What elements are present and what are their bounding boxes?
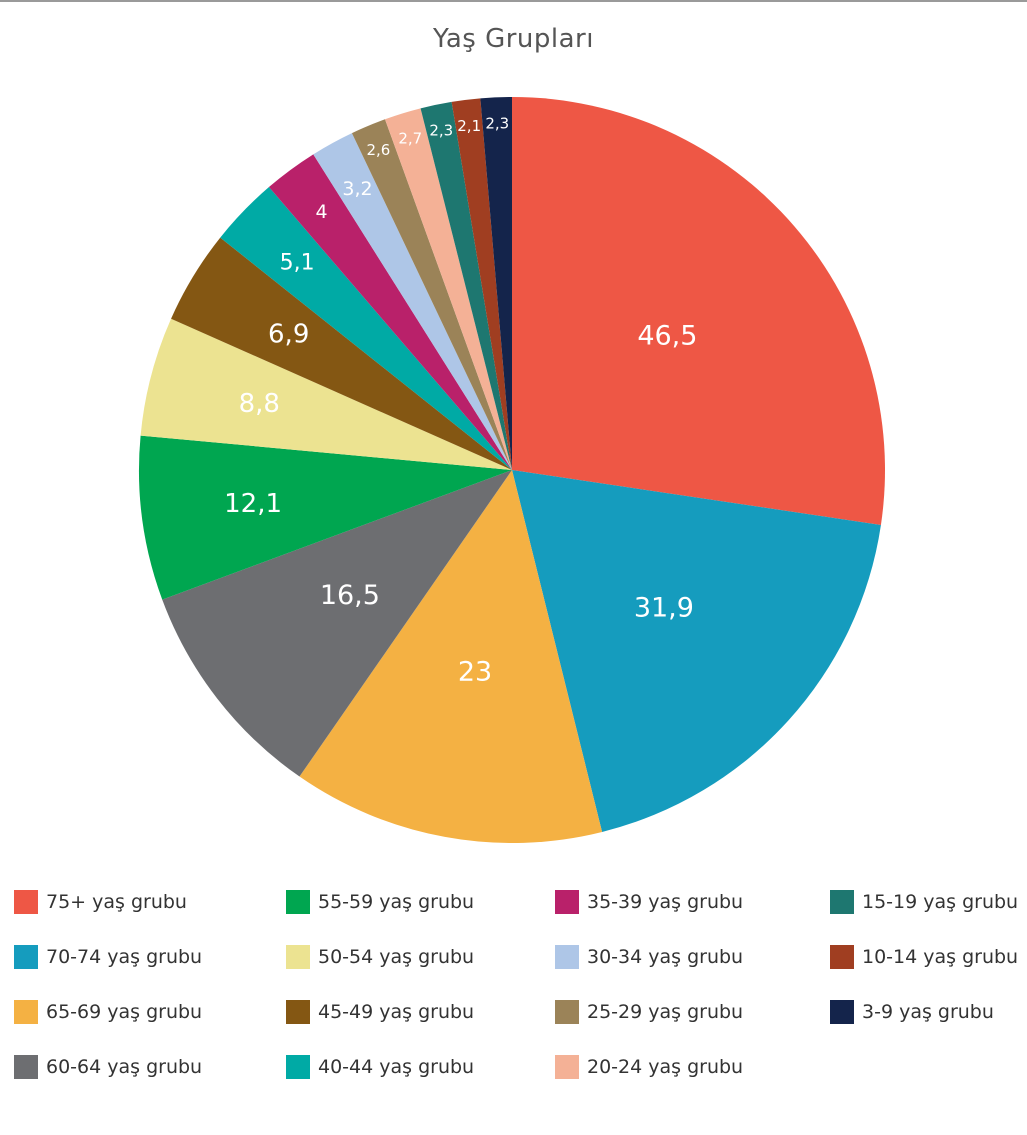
legend-item: 15-19 yaş grubu [830,888,1018,916]
legend-item: 35-39 yaş grubu [555,888,743,916]
legend-item: 10-14 yaş grubu [830,943,1018,971]
legend-item: 60-64 yaş grubu [14,1053,202,1081]
pie-slice-10 [351,119,512,470]
legend-swatch [286,890,310,914]
legend-item: 75+ yaş grubu [14,888,187,916]
pie-slice-11 [385,108,512,470]
pie-chart: 46,5 31,9 23 16,5 12,1 8,8 6,9 5,1 4 3,2 2,6 2,7 2,3… [138,97,885,844]
legend-label: 60-64 yaş grubu [46,1056,203,1078]
pie-slice-3 [162,470,513,777]
slice-value-label-6: 6,9 [268,320,309,350]
legend-swatch [830,1000,854,1024]
slice-value-label-13: 2,1 [457,117,481,135]
slice-value-label-11: 2,7 [398,129,422,147]
legend-item: 70-74 yaş grubu [14,943,202,971]
legend-label: 75+ yaş grubu [46,891,187,913]
legend-label: 25-29 yaş grubu [587,1001,744,1023]
pie-slice-8 [268,154,512,470]
slice-value-label-0: 46,5 [637,321,697,352]
legend-swatch [555,945,579,969]
legend-label: 20-24 yaş grubu [587,1056,744,1078]
pie-slice-12 [420,101,512,471]
slice-value-label-4: 12,1 [224,489,282,519]
legend-item: 40-44 yaş grubu [286,1053,474,1081]
legend-swatch [830,945,854,969]
legend-item: 30-34 yaş grubu [555,943,743,971]
slice-value-label-2: 23 [458,656,492,687]
slice-value-label-8: 4 [315,201,327,223]
slice-value-label-7: 5,1 [280,250,315,275]
legend-label: 50-54 yaş grubu [318,946,475,968]
slice-value-label-9: 3,2 [342,178,372,200]
legend-item: 55-59 yaş grubu [286,888,474,916]
pie-slice-4 [138,435,513,600]
legend-swatch [14,1000,38,1024]
legend-swatch [14,1055,38,1079]
slice-value-label-14: 2,3 [485,114,509,132]
legend-label: 55-59 yaş grubu [318,891,475,913]
pie-slice-7 [220,187,512,471]
legend-swatch [555,890,579,914]
legend: 75+ yaş grubu 70-74 yaş grubu 65-69 yaş gr… [14,888,1024,1088]
pie-slice-5 [140,318,512,470]
legend-item: 45-49 yaş grubu [286,998,474,1026]
pie-slice-2 [299,470,603,844]
legend-swatch [555,1055,579,1079]
legend-swatch [286,1055,310,1079]
legend-swatch [555,1000,579,1024]
legend-label: 40-44 yaş grubu [318,1056,475,1078]
pie-slice-0 [512,97,885,525]
slice-value-label-3: 16,5 [320,580,380,611]
legend-label: 10-14 yaş grubu [862,946,1019,968]
slice-value-label-10: 2,6 [366,141,390,159]
slice-value-label-1: 31,9 [634,592,694,623]
legend-item: 25-29 yaş grubu [555,998,743,1026]
slice-value-label-12: 2,3 [429,121,453,139]
legend-swatch [14,945,38,969]
slice-value-label-5: 8,8 [239,389,280,419]
pie-slice-9 [313,133,512,470]
legend-label: 65-69 yaş grubu [46,1001,203,1023]
legend-label: 15-19 yaş grubu [862,891,1019,913]
legend-swatch [286,1000,310,1024]
legend-label: 45-49 yaş grubu [318,1001,475,1023]
pie-slice-6 [171,237,512,470]
legend-item: 20-24 yaş grubu [555,1053,743,1081]
pie-slice-1 [512,470,881,832]
legend-item: 65-69 yaş grubu [14,998,202,1026]
legend-swatch [14,890,38,914]
legend-item: 50-54 yaş grubu [286,943,474,971]
pie-slice-14 [480,97,512,470]
legend-swatch [286,945,310,969]
legend-label: 70-74 yaş grubu [46,946,203,968]
legend-label: 30-34 yaş grubu [587,946,744,968]
pie-slice-13 [451,98,512,470]
top-rule [0,0,1027,2]
chart-title: Yaş Grupları [433,24,594,54]
legend-label: 35-39 yaş grubu [587,891,744,913]
legend-item: 3-9 yaş grubu [830,998,994,1026]
legend-label: 3-9 yaş grubu [862,1001,994,1023]
legend-swatch [830,890,854,914]
